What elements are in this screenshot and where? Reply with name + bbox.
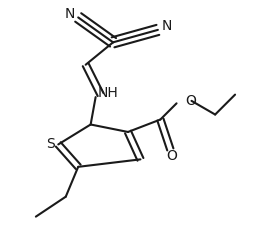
- Text: NH: NH: [97, 86, 118, 100]
- Text: N: N: [64, 7, 75, 21]
- Text: O: O: [185, 94, 196, 108]
- Text: O: O: [166, 149, 177, 163]
- Text: S: S: [46, 137, 55, 151]
- Text: N: N: [161, 19, 172, 33]
